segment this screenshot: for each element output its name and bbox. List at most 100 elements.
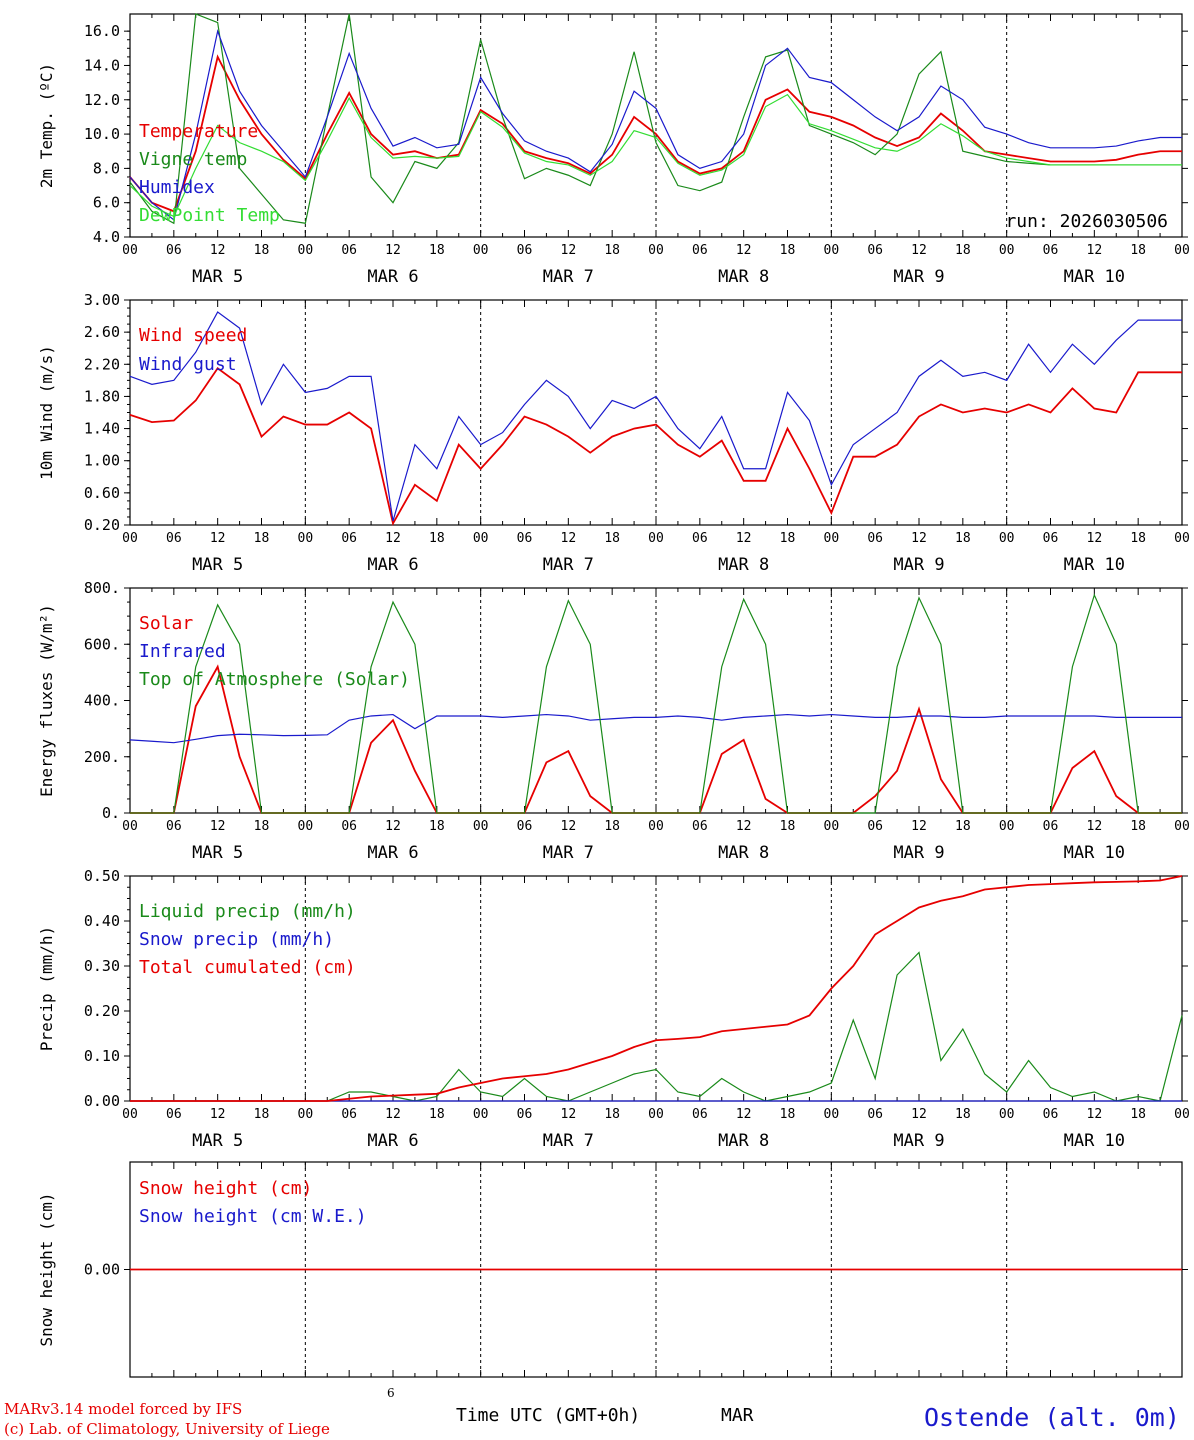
y-tick-label: 16.0	[84, 22, 120, 40]
x-tick-label: 12	[911, 243, 927, 258]
x-tick-label: 12	[385, 819, 401, 834]
y-tick-label: 14.0	[84, 56, 120, 74]
x-tick-label: 00	[999, 531, 1015, 546]
x-tick-label: 06	[517, 531, 533, 546]
day-label: MAR 5	[192, 843, 243, 863]
y-tick-label: 400.	[84, 692, 120, 710]
run-annotation: run: 2026030506	[1005, 211, 1168, 232]
plot-frame	[129, 299, 1183, 526]
y-axis-label: Energy fluxes (W/m²)	[37, 604, 56, 797]
x-tick-label: 12	[385, 531, 401, 546]
legend-entry: Infrared	[139, 641, 226, 662]
x-tick-label: 12	[385, 1107, 401, 1122]
y-tick-label: 600.	[84, 635, 120, 653]
x-tick-label: 06	[867, 531, 883, 546]
x-tick-label: 18	[604, 1107, 620, 1122]
y-tick-label: 2.20	[84, 355, 120, 373]
legend-entry: Wind gust	[139, 354, 237, 375]
panel-5: 0.00 Snow height (cm) Snow height (cm) Snow…	[37, 1161, 1188, 1378]
x-tick-label: 18	[429, 819, 445, 834]
x-tick-label: 00	[648, 1107, 664, 1122]
legend-entry: Vigne temp	[139, 149, 247, 170]
x-tick-label: 12	[911, 531, 927, 546]
x-tick-label: 18	[429, 243, 445, 258]
x-tick-label: 18	[429, 531, 445, 546]
y-tick-label: 1.00	[84, 452, 120, 470]
y-tick-label: 0.50	[84, 867, 120, 885]
y-tick-label: 0.00	[84, 1261, 120, 1279]
x-tick-label: 18	[254, 531, 270, 546]
series-line-infrared	[129, 713, 1182, 744]
x-tick-label: 18	[1130, 1107, 1146, 1122]
y-tick-label: 0.60	[84, 484, 120, 502]
x-tick-label: 06	[166, 1107, 182, 1122]
x-tick-label: 00	[824, 819, 840, 834]
x-tick-label: 12	[561, 243, 577, 258]
x-tick-label: 00	[648, 531, 664, 546]
y-tick-label: 0.20	[84, 1002, 120, 1020]
x-tick-label: 12	[1087, 1107, 1103, 1122]
x-tick-label: 18	[1130, 243, 1146, 258]
x-tick-label: 18	[780, 819, 796, 834]
model-credit: MARv3.14 model forced by IFS	[4, 1400, 243, 1418]
x-tick-label: 00	[1174, 819, 1190, 834]
x-tick-label: 18	[955, 819, 971, 834]
x-tick-label: 06	[867, 819, 883, 834]
x-tick-label: 06	[166, 243, 182, 258]
y-tick-label: 1.80	[84, 387, 120, 405]
panel-1: 00 06 12 18 00 06 12 18 00 06 12 18 00 06 12 18 00 06 12 18…	[37, 13, 1190, 287]
panel-2: 00 06 12 18 00 06 12 18 00 06 12 18 00 06 12 18 00 06 12 18…	[37, 291, 1190, 575]
y-tick-label: 0.	[102, 804, 120, 822]
x-tick-label: 18	[955, 1107, 971, 1122]
x-tick-label: 12	[1087, 243, 1103, 258]
y-tick-label: 0.20	[84, 516, 120, 534]
y-tick-label: 1.40	[84, 420, 120, 438]
x-tick-label: 12	[911, 1107, 927, 1122]
panel-3: 00 06 12 18 00 06 12 18 00 06 12 18 00 06 12 18 00 06 12 18…	[37, 579, 1190, 863]
legend-entry: Snow height (cm W.E.)	[139, 1206, 367, 1227]
x-tick-label: 12	[736, 243, 752, 258]
month-label: MAR	[721, 1405, 754, 1426]
x-tick-label: 06	[517, 819, 533, 834]
legend-entry: Solar	[139, 613, 193, 634]
legend-entry: Temperature	[139, 121, 258, 142]
series-line-total-cumulated-cm-	[130, 875, 1183, 1102]
day-label: MAR 9	[893, 843, 944, 863]
x-tick-label: 00	[648, 819, 664, 834]
day-label: MAR 8	[718, 267, 769, 287]
panel-4: 00 06 12 18 00 06 12 18 00 06 12 18 00 06 12 18 00 06 12 18…	[37, 867, 1190, 1151]
x-tick-label: 06	[166, 531, 182, 546]
x-tick-label: 00	[473, 243, 489, 258]
x-tick-label: 00	[824, 1107, 840, 1122]
time-axis-title: Time UTC (GMT+0h)	[456, 1405, 641, 1426]
series-line-top-of-atmosphere-solar-	[130, 593, 1182, 814]
x-tick-label: 06	[867, 243, 883, 258]
x-tick-label: 06	[341, 243, 357, 258]
legend-entry: Snow height (cm)	[139, 1178, 312, 1199]
x-tick-label: 00	[1174, 1107, 1190, 1122]
x-tick-label: 12	[736, 531, 752, 546]
x-tick-label: 12	[561, 531, 577, 546]
x-tick-label: 18	[780, 243, 796, 258]
x-tick-label: 18	[254, 1107, 270, 1122]
x-tick-label: 12	[561, 1107, 577, 1122]
x-tick-label: 06	[1043, 531, 1059, 546]
y-tick-label: 10.0	[84, 125, 120, 143]
day-label: MAR 10	[1064, 267, 1125, 287]
y-axis-label: Snow height (cm)	[37, 1192, 56, 1346]
day-label: MAR 10	[1064, 843, 1125, 863]
x-tick-label: 18	[604, 243, 620, 258]
x-tick-label: 12	[210, 1107, 226, 1122]
x-tick-label: 12	[1087, 819, 1103, 834]
day-label: MAR 9	[893, 1131, 944, 1151]
x-tick-label: 00	[824, 531, 840, 546]
x-tick-label: 00	[648, 243, 664, 258]
x-tick-label: 00	[298, 243, 314, 258]
y-axis-label: 2m Temp. (ºC)	[37, 63, 56, 188]
x-tick-label: 00	[122, 243, 138, 258]
day-label: MAR 5	[192, 267, 243, 287]
x-tick-label: 06	[692, 243, 708, 258]
y-tick-label: 8.0	[93, 159, 120, 177]
x-tick-label: 00	[298, 531, 314, 546]
